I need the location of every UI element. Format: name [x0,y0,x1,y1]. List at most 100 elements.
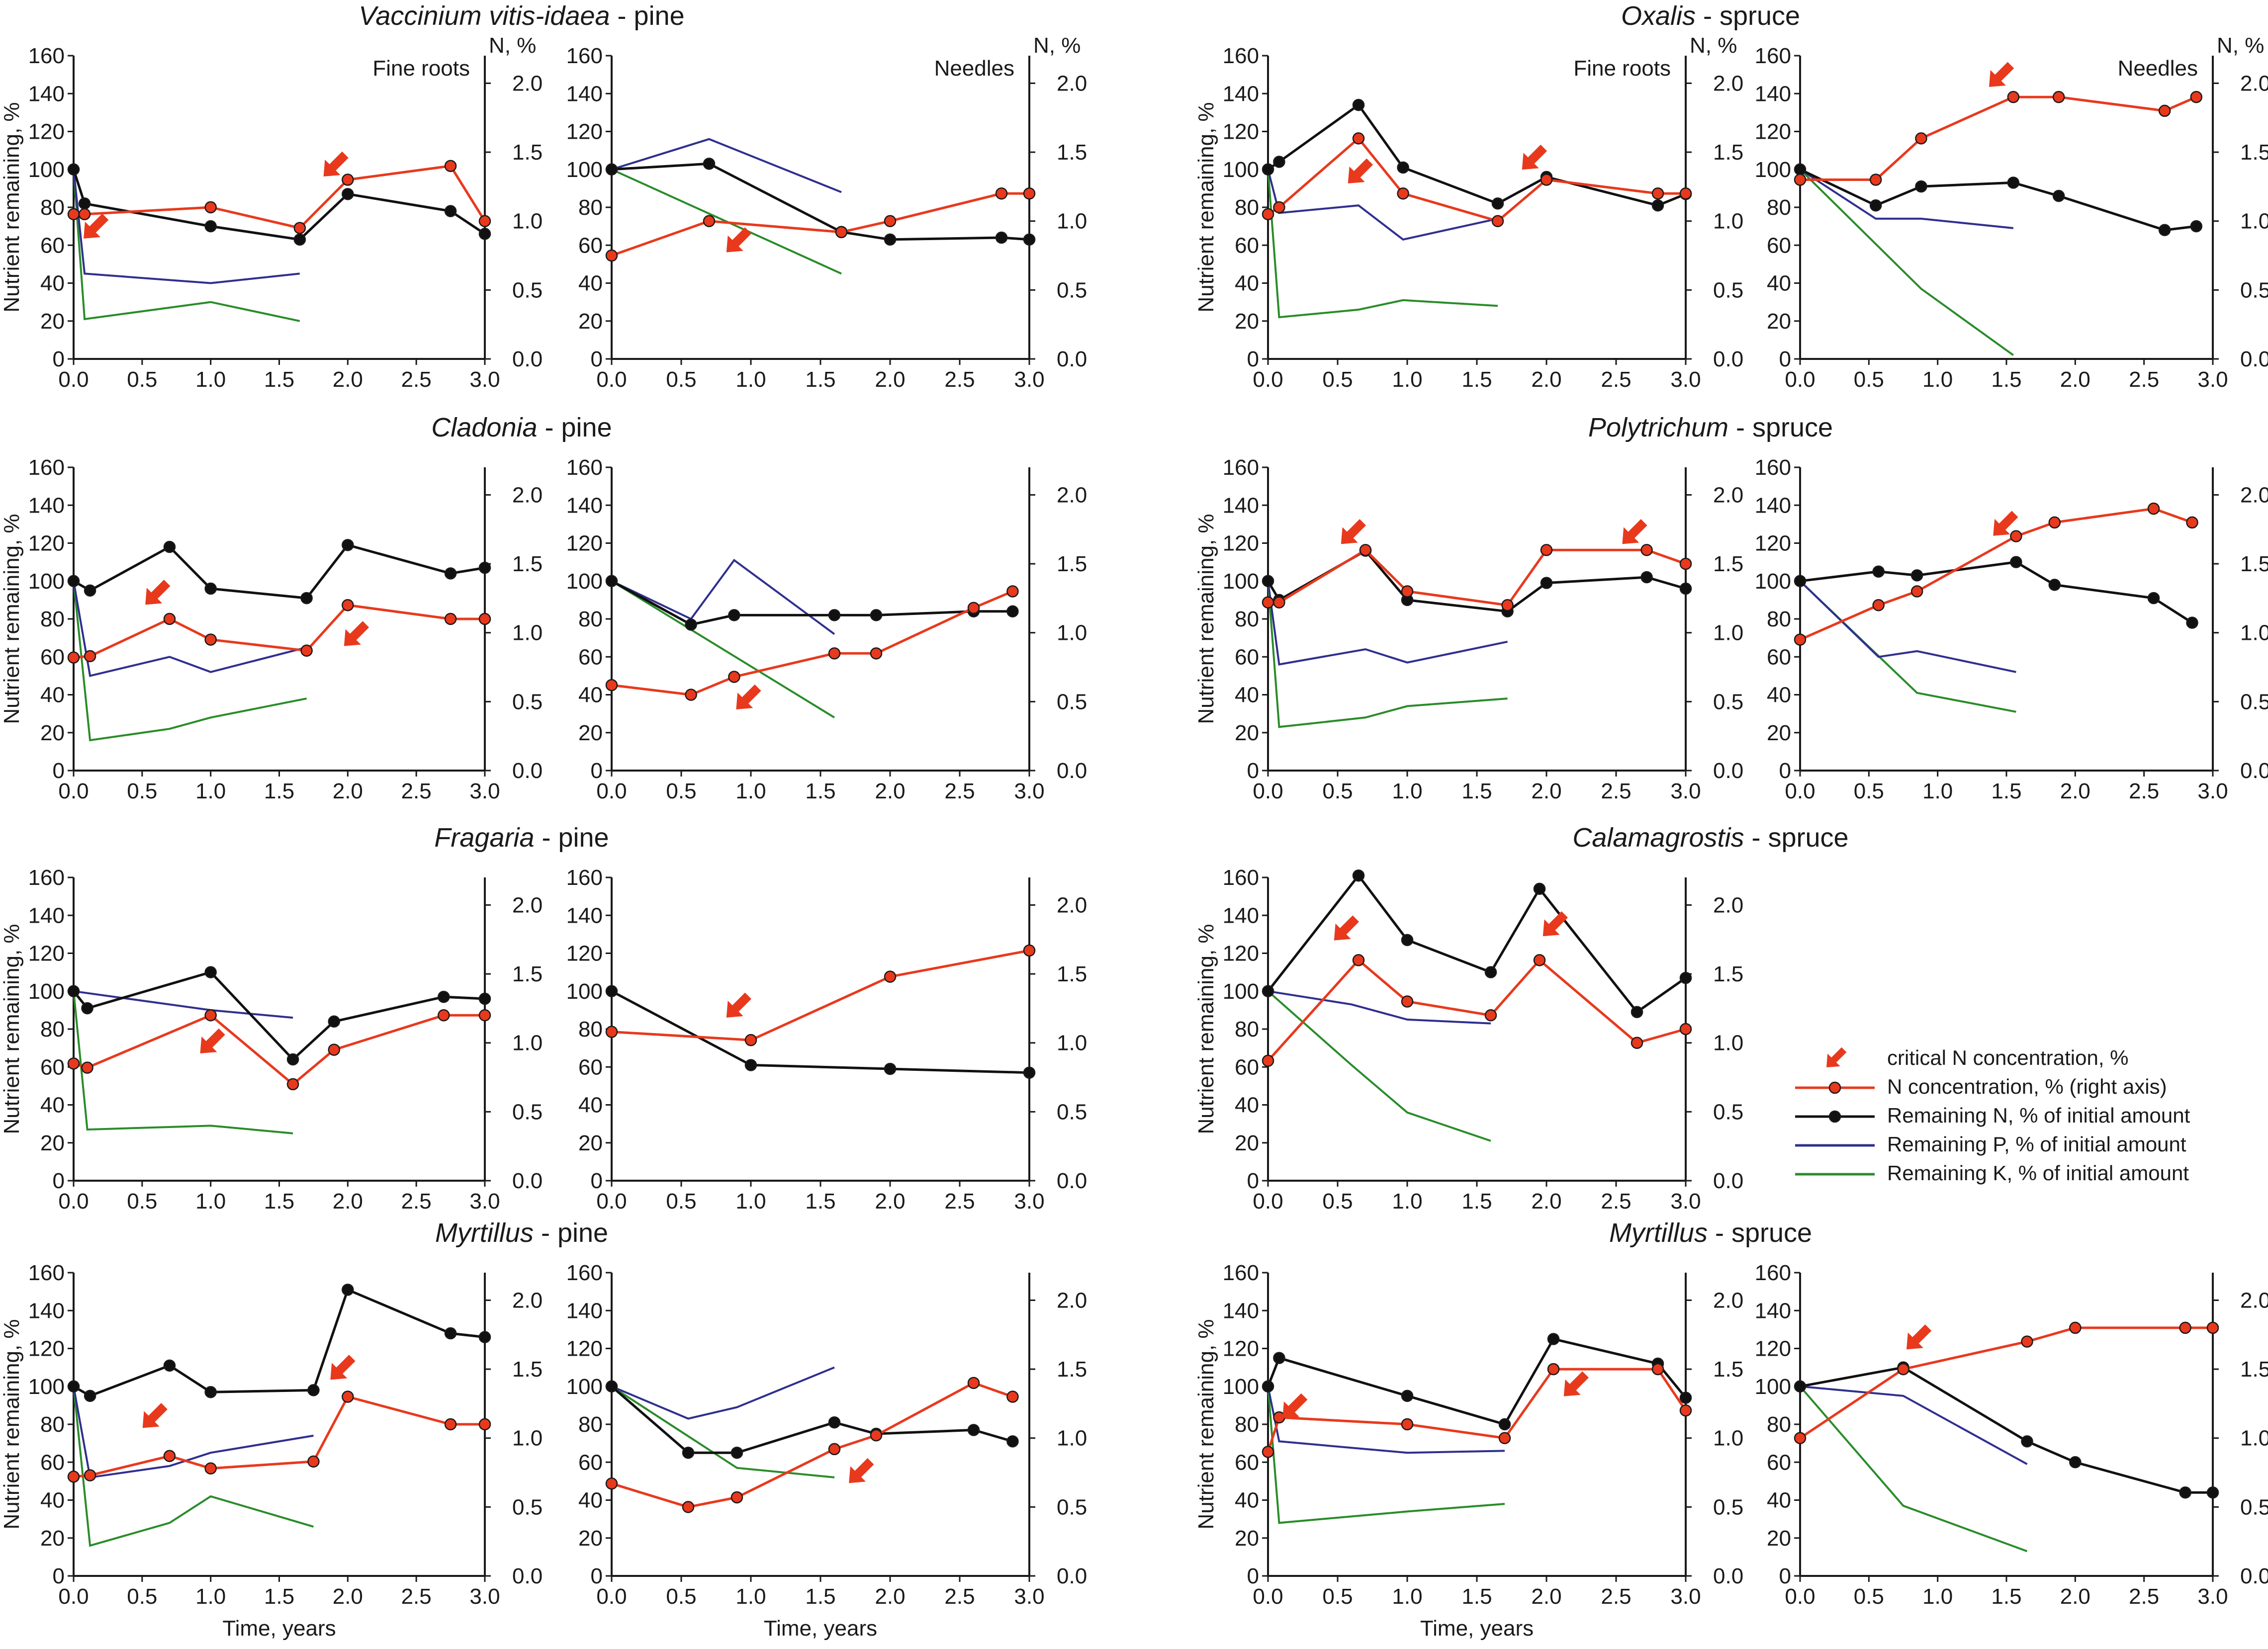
critical-n-arrow [1563,1371,1589,1396]
point-n-concentration [1273,596,1285,608]
point-remaining-n [744,1059,757,1071]
tissue-label: Fine roots [372,56,470,81]
x-tick-label: 0.0 [1785,779,1815,803]
left-tick-label: 40 [578,1093,603,1118]
point-remaining-n [84,584,96,597]
legend: critical N concentration, % N concentrati… [1795,1046,2190,1185]
left-tick-label: 140 [1223,82,1259,106]
x-tick-label: 1.0 [1392,367,1422,392]
x-tick-label: 1.5 [1991,367,2021,392]
left-tick-label: 100 [28,569,65,594]
x-tick-label: 2.0 [333,779,363,803]
x-tick-label: 3.0 [2197,367,2228,392]
point-n-concentration [1547,1363,1560,1376]
point-n-concentration [1491,215,1504,227]
legend-item-critical: critical N concentration, % [1826,1046,2129,1069]
series-line-remaining-k [73,991,293,1134]
series-line-remaining-p [1800,1385,2028,1465]
series-line-remaining-k [1799,580,2016,713]
right-tick-label: 1.5 [1713,552,1743,576]
point-remaining-n [828,609,841,621]
arrow-shape [1282,1393,1308,1418]
x-tick-label: 0.5 [1322,1584,1353,1609]
point-remaining-n [163,540,176,553]
point-remaining-n [2007,176,2020,189]
x-tick-label: 0.0 [596,1584,627,1609]
point-remaining-n [1352,869,1365,882]
x-tick-label: 1.5 [805,779,835,803]
left-tick-label: 80 [1235,1017,1259,1041]
point-n-concentration [2179,1321,2191,1334]
point-n-concentration [1540,174,1553,186]
right-tick-label: 2.0 [512,483,543,507]
point-n-concentration [1006,585,1019,598]
series-line-remaining-n [1267,1337,1687,1426]
point-n-concentration [293,222,306,234]
x-tick-label: 3.0 [1670,1584,1701,1609]
y2-axis-label: N, % [2217,33,2264,58]
x-tick-label: 1.5 [264,779,294,803]
point-remaining-n [2010,556,2022,568]
point-remaining-n [967,1424,980,1436]
point-n-concentration [967,602,980,614]
point-n-concentration [2048,516,2061,529]
point-n-concentration [1540,544,1553,556]
left-tick-label: 140 [28,1299,65,1323]
left-tick-label: 100 [566,1375,603,1399]
x-tick-label: 3.0 [1014,367,1044,392]
x-tick-label: 0.0 [58,1189,89,1214]
species-name: Fragaria [434,823,534,853]
x-tick-label: 1.5 [1461,779,1492,803]
right-tick-label: 1.0 [1057,209,1087,234]
left-tick-label: 120 [566,531,603,556]
series-line-n-concentration [74,165,486,230]
right-tick-label: 1.5 [512,552,543,576]
stand-name: - spruce [1728,413,1833,442]
point-n-concentration [1359,544,1372,556]
critical-n-arrow [1522,145,1547,170]
x-tick-label: 2.0 [875,779,905,803]
right-tick-label: 2.0 [1057,71,1087,95]
point-n-concentration [67,1471,80,1483]
point-n-concentration [1262,1446,1274,1458]
left-tick-label: 120 [1223,942,1259,966]
left-tick-label: 40 [578,271,603,296]
point-n-concentration [1498,1432,1511,1444]
point-remaining-n [1023,233,1036,246]
point-n-concentration [1533,954,1546,966]
right-tick-label: 1.5 [1057,552,1087,576]
point-n-concentration [884,970,897,983]
x-tick-label: 2.0 [333,1189,363,1214]
right-tick-label: 0.5 [2240,278,2268,302]
point-remaining-n [1533,882,1546,895]
point-n-concentration [204,633,217,646]
right-tick-label: 2.0 [512,71,543,95]
left-tick-label: 140 [566,1299,603,1323]
point-remaining-n [1794,575,1807,587]
right-tick-label: 1.5 [1713,962,1743,986]
left-tick-label: 100 [1755,158,1791,182]
point-remaining-n [828,1416,841,1429]
x-tick-label: 0.5 [666,367,696,392]
x-tick-label: 2.0 [875,367,905,392]
left-tick-label: 120 [1755,1337,1791,1361]
point-n-concentration [1651,187,1664,200]
x-tick-label: 1.0 [1392,1189,1422,1214]
panel-title: Cladonia - pine [431,413,612,442]
left-tick-label: 120 [1755,120,1791,144]
point-remaining-n [2048,579,2061,591]
left-tick-label: 60 [1235,1450,1259,1475]
y-axis-label: Nutrient remaining, % [0,1319,24,1529]
right-tick-label: 2.0 [2240,1288,2268,1312]
x-tick-label: 1.0 [735,1584,766,1609]
x-tick-label: 1.0 [1922,367,1953,392]
point-remaining-n [84,1389,96,1402]
legend-label: Remaining P, % of initial amount [1887,1132,2186,1156]
right-tick-label: 0.5 [512,1100,543,1124]
left-tick-label: 60 [1235,1055,1259,1079]
left-tick-label: 40 [40,1093,65,1118]
left-tick-label: 80 [578,195,603,220]
point-n-concentration [1869,174,1882,186]
x-tick-label: 3.0 [1670,367,1701,392]
